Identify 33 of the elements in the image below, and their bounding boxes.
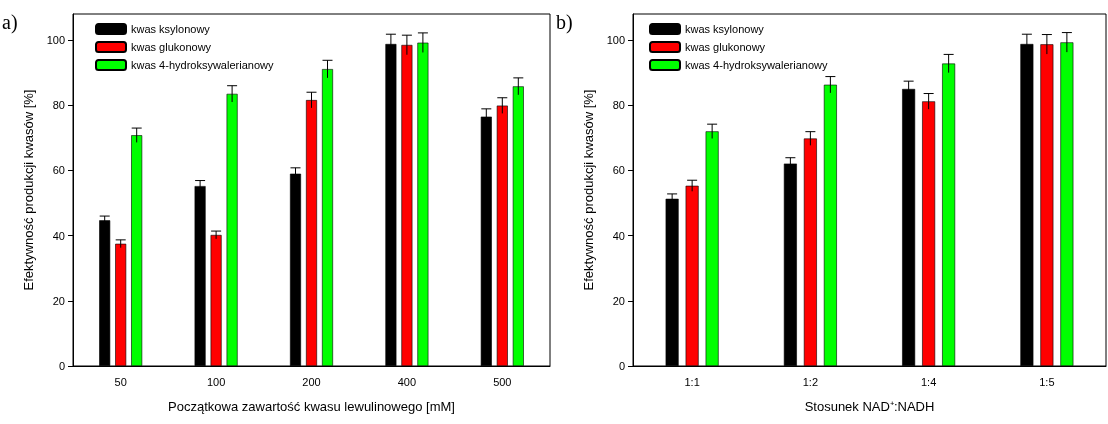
legend-label: kwas 4-hydroksywalerianowy xyxy=(131,59,274,71)
y-tick-label: 0 xyxy=(58,360,65,372)
y-tick-label: 60 xyxy=(52,164,65,177)
legend-label: kwas glukonowy xyxy=(685,41,766,53)
x-tick-label: 1:1 xyxy=(684,375,700,388)
y-tick-label: 80 xyxy=(52,99,65,112)
x-tick-label: 400 xyxy=(397,375,417,388)
y-axis-title: Efektywność produkcji kwasów [%] xyxy=(581,89,596,291)
legend-label: kwas 4-hydroksywalerianowy xyxy=(685,59,828,71)
y-tick-label: 20 xyxy=(612,294,625,307)
x-tick-label: 500 xyxy=(493,375,512,388)
y-tick-label: 40 xyxy=(612,229,625,242)
x-tick-label: 1:4 xyxy=(920,375,937,388)
x-tick-label: 200 xyxy=(302,375,321,388)
y-tick-label: 20 xyxy=(52,294,65,307)
x-tick-label: 1:5 xyxy=(1039,375,1055,388)
x-axis-title: Początkowa zawartość kwasu lewulinowego [mM] xyxy=(168,399,455,414)
y-tick-label: 60 xyxy=(612,164,625,177)
y-axis-title: Efektywność produkcji kwasów [%] xyxy=(21,89,36,291)
x-axis-title: Stosunek NAD⁺:NADH xyxy=(804,399,935,414)
y-tick-label: 40 xyxy=(52,229,65,242)
y-tick-label: 0 xyxy=(618,360,625,372)
y-tick-label: 80 xyxy=(612,99,625,112)
x-tick-label: 100 xyxy=(206,375,226,388)
x-tick-label: 50 xyxy=(114,375,127,388)
text: b) xyxy=(556,11,573,34)
legend-label: kwas ksylonowy xyxy=(685,23,765,35)
x-tick-label: 1:2 xyxy=(802,375,819,388)
legend-label: kwas ksylonowy xyxy=(131,23,211,35)
legend-label: kwas glukonowy xyxy=(131,41,212,53)
y-tick-label: 100 xyxy=(46,34,65,47)
y-tick-label: 100 xyxy=(606,34,625,47)
text: a) xyxy=(2,11,18,34)
